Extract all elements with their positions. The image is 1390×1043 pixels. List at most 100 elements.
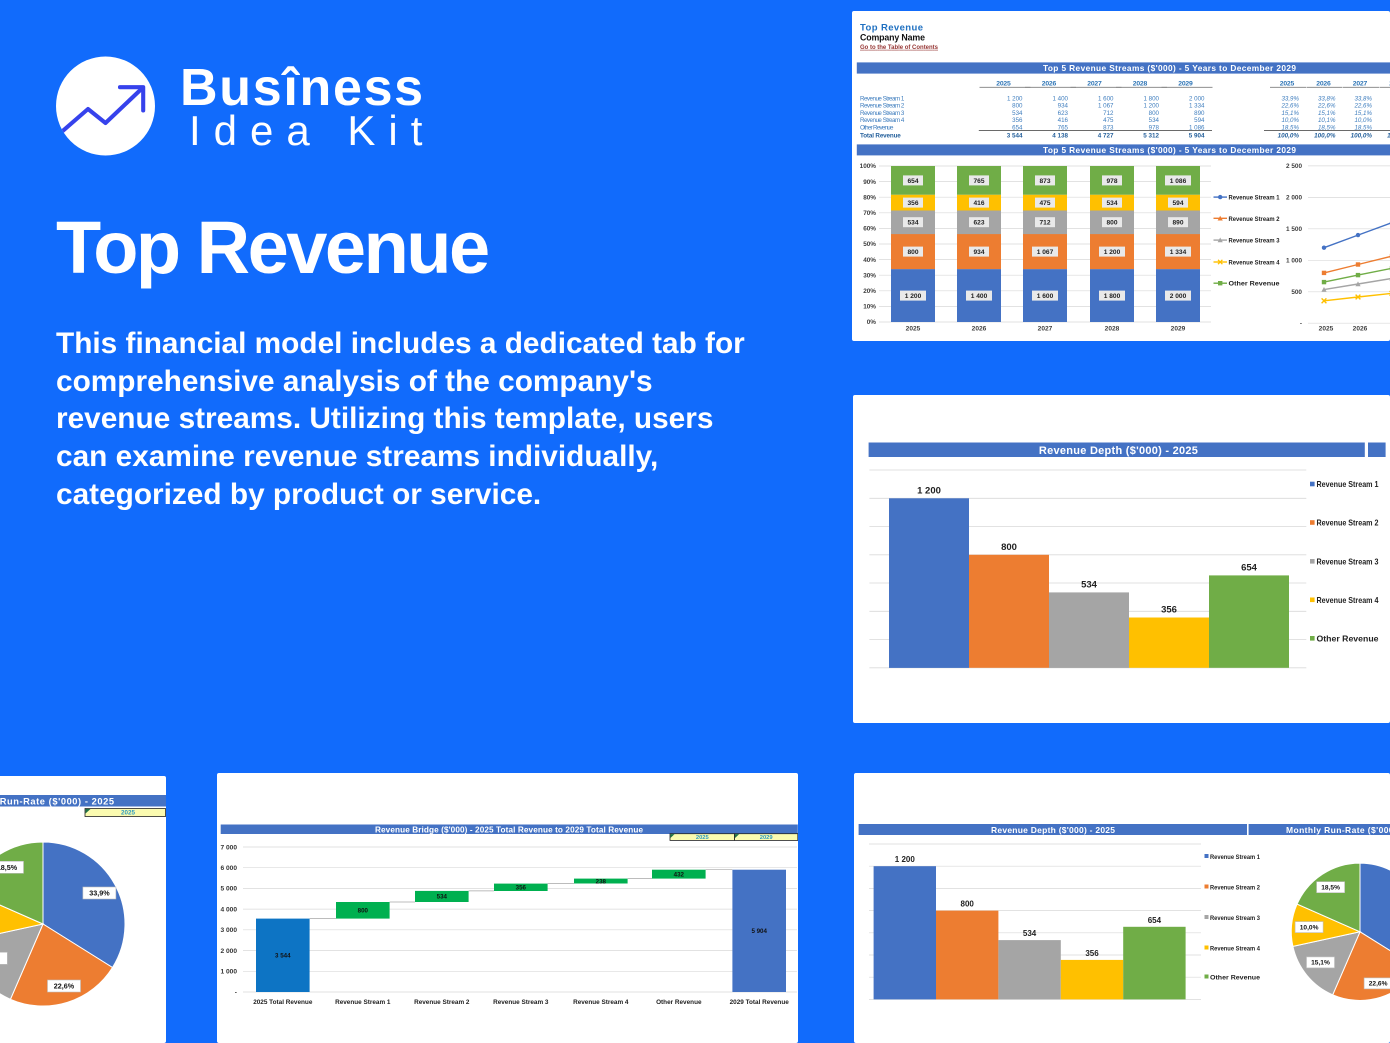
svg-text:356: 356 [1085,949,1099,958]
svg-text:4 138: 4 138 [1052,132,1068,139]
svg-text:534: 534 [1149,117,1160,124]
svg-text:1 000: 1 000 [220,969,237,976]
svg-text:4 727: 4 727 [1098,132,1114,139]
svg-text:534: 534 [1106,200,1117,207]
svg-text:Company Name: Company Name [860,33,925,43]
svg-text:33,8%: 33,8% [1318,95,1336,102]
svg-text:800: 800 [1012,103,1023,110]
svg-text:Revenue Stream 1: Revenue Stream 1 [1210,854,1260,861]
svg-text:594: 594 [1172,200,1183,207]
svg-text:1 086: 1 086 [1170,178,1187,185]
svg-text:10,0%: 10,0% [1281,117,1299,124]
svg-text:1 200: 1 200 [1104,249,1121,256]
svg-text:800: 800 [358,908,369,915]
svg-text:Revenue Stream 2: Revenue Stream 2 [1317,518,1379,528]
svg-text:1 800: 1 800 [1144,95,1160,102]
svg-text:Revenue Stream 3: Revenue Stream 3 [1229,238,1280,245]
svg-text:Revenue Stream 4: Revenue Stream 4 [573,999,629,1006]
svg-text:623: 623 [973,220,984,227]
svg-text:100,0%: 100,0% [1387,132,1390,139]
svg-text:2025: 2025 [1319,326,1334,333]
svg-text:5 904: 5 904 [1189,132,1205,139]
svg-text:15,1%: 15,1% [1281,110,1299,117]
svg-text:18,5%: 18,5% [1354,125,1372,132]
svg-text:1 800: 1 800 [1104,293,1121,300]
svg-text:2025: 2025 [906,326,921,333]
svg-text:1 400: 1 400 [1053,95,1069,102]
svg-text:2026: 2026 [1316,81,1331,88]
svg-text:534: 534 [437,894,448,901]
svg-text:1 067: 1 067 [1037,249,1054,256]
svg-text:1 000: 1 000 [1286,258,1302,265]
svg-text:0%: 0% [867,319,877,326]
svg-text:356: 356 [1161,605,1177,616]
svg-text:800: 800 [1106,220,1117,227]
svg-text:1 067: 1 067 [1098,103,1114,110]
svg-text:800: 800 [1001,542,1017,553]
svg-text:432: 432 [674,871,685,878]
svg-text:40%: 40% [863,257,876,264]
svg-text:534: 534 [1023,929,1037,938]
svg-text:1 334: 1 334 [1189,103,1205,110]
svg-text:2025: 2025 [696,835,710,841]
svg-text:20%: 20% [863,288,876,295]
svg-text:90%: 90% [863,179,876,186]
svg-text:Top Revenue: Top Revenue [860,23,923,34]
svg-text:2025 Total Revenue: 2025 Total Revenue [253,999,313,1006]
svg-text:2 000: 2 000 [1189,95,1205,102]
svg-text:800: 800 [1149,110,1160,117]
svg-text:873: 873 [1039,178,1050,185]
svg-text:15,1%: 15,1% [1311,960,1330,967]
svg-text:Revenue Stream 3: Revenue Stream 3 [493,999,549,1006]
svg-text:2025: 2025 [996,81,1011,88]
svg-text:2027: 2027 [1087,81,1102,88]
svg-text:22,6%: 22,6% [1280,103,1299,110]
svg-text:356: 356 [907,200,918,207]
svg-text:22,6%: 22,6% [54,982,75,991]
svg-text:2026: 2026 [1353,326,1368,333]
svg-text:934: 934 [1058,103,1069,110]
svg-text:Revenue Bridge ($'000) - 2025: Revenue Bridge ($'000) - 2025 Total Reve… [375,825,643,834]
svg-text:Revenue Stream 2: Revenue Stream 2 [1229,216,1280,223]
svg-text:Revenue Stream 3: Revenue Stream 3 [860,110,905,117]
svg-text:Revenue Stream 3: Revenue Stream 3 [1210,915,1260,922]
svg-text:2026: 2026 [972,326,987,333]
svg-text:356: 356 [516,885,527,892]
svg-text:-: - [1300,320,1302,327]
svg-text:2027: 2027 [1353,81,1368,88]
svg-text:4 000: 4 000 [220,906,237,913]
svg-text:654: 654 [907,178,918,185]
svg-text:10,1%: 10,1% [1318,117,1336,124]
svg-text:10,0%: 10,0% [1300,924,1319,931]
svg-text:2028: 2028 [1133,81,1148,88]
svg-text:2025: 2025 [121,810,136,817]
svg-text:Other Revenue: Other Revenue [1210,974,1260,981]
svg-text:978: 978 [1149,125,1160,132]
svg-text:238: 238 [596,878,607,885]
svg-text:50%: 50% [863,241,876,248]
svg-text:15,1%: 15,1% [1318,110,1336,117]
svg-text:765: 765 [1058,125,1069,132]
svg-text:356: 356 [1012,117,1023,124]
svg-text:654: 654 [1241,562,1258,573]
svg-text:873: 873 [1103,125,1114,132]
svg-text:2 000: 2 000 [1286,195,1302,202]
svg-text:22,6%: 22,6% [1317,103,1336,110]
svg-text:33,9%: 33,9% [1281,95,1299,102]
svg-text:Go to the Table of Contents: Go to the Table of Contents [860,45,939,51]
svg-text:70%: 70% [863,210,876,217]
svg-text:978: 978 [1106,178,1117,185]
svg-text:Top 5 Revenue Streams ($'000): Top 5 Revenue Streams ($'000) - 5 Years … [1043,63,1296,73]
svg-text:2029: 2029 [1171,326,1186,333]
svg-text:100%: 100% [860,163,877,170]
svg-text:Revenue Stream 4: Revenue Stream 4 [860,117,905,124]
svg-text:534: 534 [1081,579,1098,590]
svg-text:Revenue Stream 1: Revenue Stream 1 [860,95,905,102]
svg-text:475: 475 [1103,117,1114,124]
svg-text:Other Revenue: Other Revenue [1229,281,1280,288]
svg-text:6 000: 6 000 [220,865,237,872]
svg-text:2029: 2029 [1178,81,1193,88]
svg-text:1 334: 1 334 [1170,249,1187,256]
svg-text:18,5%: 18,5% [1321,885,1340,892]
svg-text:Revenue Stream 4: Revenue Stream 4 [1229,260,1280,267]
